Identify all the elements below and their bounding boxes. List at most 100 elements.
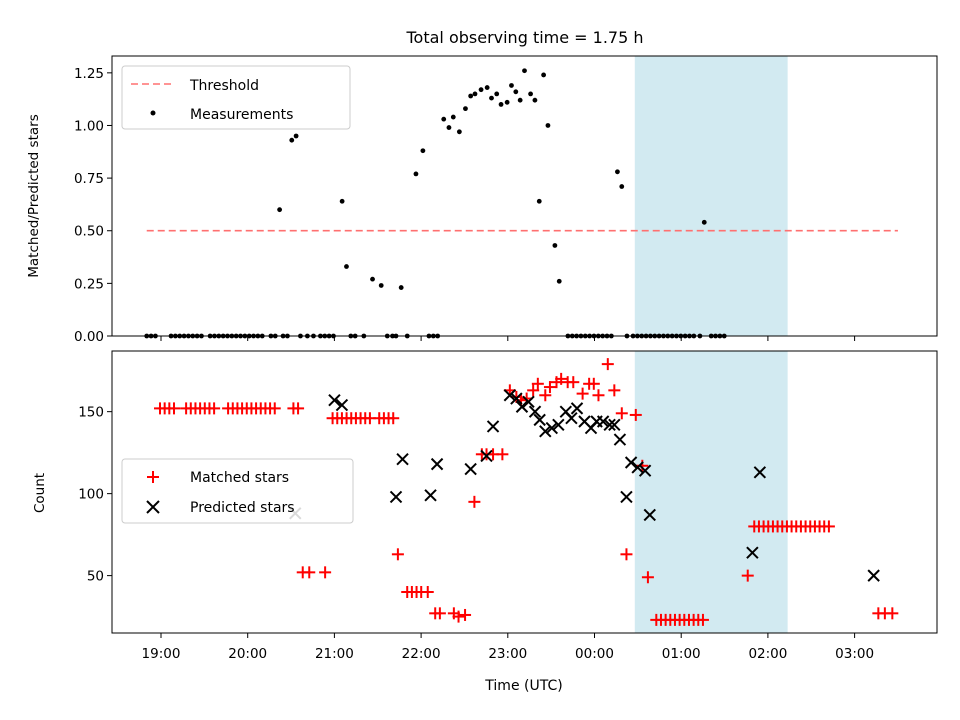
predicted-star-stroke: [620, 490, 633, 504]
predicted-star-marker: [565, 412, 578, 425]
predicted-star-marker: [608, 418, 621, 431]
measurement-point: [513, 89, 519, 95]
predicted-star-stroke: [638, 464, 652, 477]
predicted-star-stroke: [528, 405, 542, 418]
predicted-star-stroke: [503, 389, 517, 402]
chart-title: Total observing time = 1.75 h: [405, 28, 643, 47]
predicted-star-stroke: [545, 421, 559, 435]
bottom-y-tick-label: 50: [87, 569, 104, 585]
x-axis-label: Time (UTC): [484, 678, 562, 694]
legend-predicted-label: Predicted stars: [190, 500, 295, 516]
measurement-point: [494, 91, 500, 97]
predicted-star-marker: [867, 569, 880, 582]
legend-matched-swatch: [147, 471, 159, 483]
predicted-star-stroke: [613, 433, 627, 446]
matched-star-marker: [592, 389, 605, 402]
measurement-point: [498, 102, 504, 107]
predicted-star-marker: [396, 453, 409, 466]
measurement-point: [378, 283, 384, 288]
predicted-star-stroke: [746, 546, 759, 559]
predicted-star-marker: [430, 457, 444, 471]
measurement-point: [619, 184, 625, 189]
predicted-star-marker: [424, 489, 437, 502]
matched-star-marker: [531, 377, 544, 390]
x-tick-label: 23:00: [488, 646, 527, 662]
measurement-point: [413, 171, 419, 177]
x-tick-label: 19:00: [142, 646, 181, 662]
predicted-star-marker: [389, 490, 403, 504]
measurement-point: [532, 97, 538, 103]
predicted-star-stroke: [424, 489, 437, 502]
top-legend-box: [121, 65, 351, 130]
matched-star-marker: [601, 358, 614, 371]
predicted-star-stroke: [753, 466, 767, 479]
predicted-star-marker: [643, 508, 656, 522]
matched-star-points: [154, 358, 899, 626]
matched-star-marker: [496, 448, 509, 461]
predicted-star-marker: [552, 418, 565, 431]
predicted-star-marker: [533, 413, 546, 427]
predicted-star-marker: [486, 420, 500, 433]
predicted-star-stroke: [389, 490, 403, 504]
measurement-point: [370, 276, 375, 282]
top-y-tick-label: 1.25: [74, 66, 104, 82]
predicted-star-stroke: [522, 395, 535, 409]
measurement-point: [552, 243, 558, 248]
predicted-star-marker: [603, 418, 616, 431]
observing-window-bottom: [634, 351, 788, 633]
measurement-point: [463, 106, 468, 112]
measurement-point: [441, 116, 447, 122]
x-tick-label: 02:00: [748, 646, 787, 662]
measurement-point: [509, 83, 514, 88]
matched-star-marker: [620, 548, 633, 561]
predicted-star-stroke: [631, 461, 644, 474]
measurement-point: [556, 278, 562, 284]
x-tick-label: 01:00: [662, 646, 701, 662]
predicted-star-marker: [596, 415, 610, 428]
predicted-star-marker: [480, 449, 493, 463]
measurement-point: [420, 148, 426, 154]
measurement-point: [484, 85, 490, 90]
top-y-tick-label: 0.75: [74, 171, 104, 187]
measurement-point: [472, 91, 478, 97]
top-y-tick-label: 0.25: [74, 276, 104, 292]
predicted-star-stroke: [603, 418, 616, 431]
legend-measurements-label: Measurements: [190, 107, 293, 123]
matched-star-marker: [886, 607, 899, 620]
predicted-star-points: [289, 389, 880, 582]
matched-star-marker: [387, 412, 400, 425]
legend-threshold-label: Threshold: [189, 78, 259, 94]
predicted-star-marker: [746, 546, 759, 559]
predicted-star-marker: [624, 456, 638, 469]
matched-star-marker: [452, 610, 465, 623]
x-tick-label: 20:00: [228, 646, 267, 662]
predicted-star-marker: [613, 433, 627, 446]
predicted-star-stroke: [596, 415, 610, 428]
measurement-point: [701, 219, 707, 225]
matched-star-marker: [459, 608, 472, 621]
predicted-star-marker: [638, 464, 652, 477]
measurement-point: [615, 169, 620, 175]
bottom-plot-frame: [111, 350, 938, 634]
matched-star-marker: [391, 548, 404, 561]
bottom-y-axis-label: Count: [32, 473, 48, 513]
predicted-star-marker: [464, 462, 477, 476]
predicted-star-stroke: [533, 413, 546, 427]
legend-matched-label: Matched stars: [190, 470, 289, 486]
measurement-point: [339, 198, 345, 204]
predicted-star-stroke: [396, 453, 409, 466]
top-panel: 0.00 0.25 0.50 0.75 1.00 1.25 Matched/Predict…: [26, 55, 938, 345]
predicted-star-marker: [620, 490, 633, 504]
predicted-star-marker: [515, 400, 529, 413]
matched-star-marker: [615, 407, 628, 420]
predicted-star-marker: [328, 393, 341, 407]
measurement-point: [450, 114, 456, 120]
matched-star-marker: [567, 376, 580, 389]
matched-star-marker: [292, 402, 305, 415]
matched-star-marker: [741, 569, 754, 582]
legend-measurement-swatch: [150, 110, 156, 116]
measurement-point: [293, 133, 299, 139]
x-tick-label: 21:00: [315, 646, 354, 662]
measurement-point: [541, 72, 547, 78]
bottom-y-tick-label: 100: [78, 487, 104, 503]
